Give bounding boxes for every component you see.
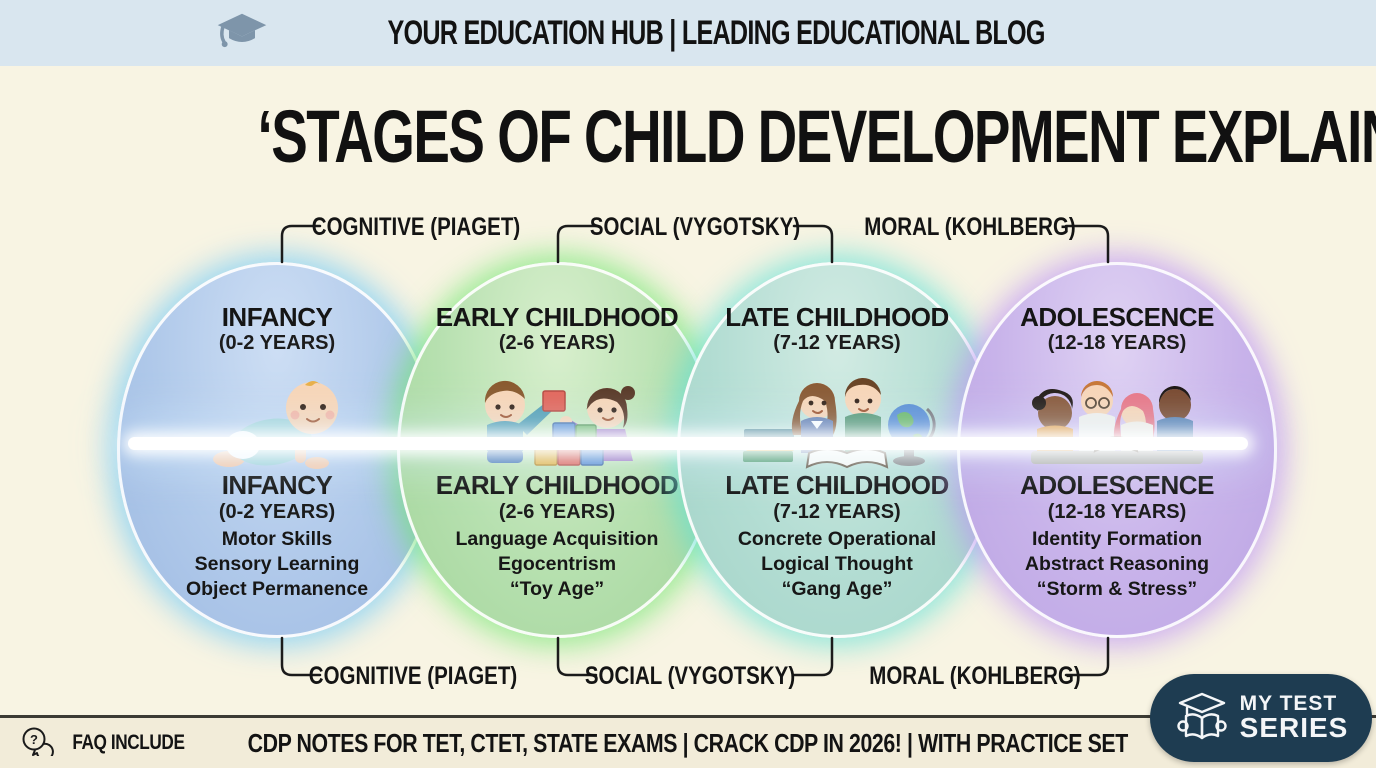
svg-text:?: ? <box>30 732 38 747</box>
stage-name: INFANCY <box>221 470 333 500</box>
stage-years: (7-12 YEARS) <box>773 500 901 523</box>
stage-bottom-text: LATE CHILDHOOD (7-12 YEARS) Concrete Ope… <box>680 470 994 602</box>
brand-text: MY TEST SERIES <box>1239 692 1349 744</box>
theory-label-top-social: SOCIAL (VYGOTSKY) <box>589 213 801 241</box>
stage-name: LATE CHILDHOOD <box>725 470 949 500</box>
header-bar: YOUR EDUCATION HUB | LEADING EDUCATIONAL… <box>0 0 1376 66</box>
stage-name: ADOLESCENCE <box>1020 302 1214 332</box>
timeline-glow-band <box>128 437 1248 450</box>
stage-years: (12-18 YEARS) <box>1047 332 1187 355</box>
page-title: ‘STAGES OF CHILD DEVELOPMENT EXPLAINED F… <box>257 95 1376 178</box>
faq-label: FAQ INCLUDE <box>72 731 185 754</box>
stage-traits: Identity Formation Abstract Reasoning “S… <box>1024 528 1210 601</box>
stage-name: INFANCY <box>221 302 333 332</box>
main-area: ‘STAGES OF CHILD DEVELOPMENT EXPLAINED F… <box>0 66 1376 715</box>
stage-circle-adolescence: ADOLESCENCE (12-18 YEARS) <box>957 262 1277 638</box>
stage-name: EARLY CHILDHOOD <box>435 470 679 500</box>
theory-label-top-cognitive: COGNITIVE (PIAGET) <box>311 213 521 241</box>
stage-years: (0-2 YEARS) <box>218 332 336 355</box>
stage-top-text: ADOLESCENCE (12-18 YEARS) <box>960 302 1274 355</box>
theory-label-bottom-social: SOCIAL (VYGOTSKY) <box>584 662 796 690</box>
stage-years: (2-6 YEARS) <box>498 332 616 355</box>
stage-name: LATE CHILDHOOD <box>725 302 949 332</box>
stage-years: (2-6 YEARS) <box>498 500 616 523</box>
stage-years: (0-2 YEARS) <box>218 500 336 523</box>
stage-bottom-text: EARLY CHILDHOOD (2-6 YEARS) Language Acq… <box>400 470 714 602</box>
book-graduation-cap-icon <box>1174 690 1230 747</box>
stage-top-text: INFANCY (0-2 YEARS) <box>120 302 434 355</box>
stage-bottom-text: INFANCY (0-2 YEARS) Motor Skills Sensory… <box>120 470 434 602</box>
stage-traits: Concrete Operational Logical Thought “Ga… <box>737 528 937 601</box>
stage-name: ADOLESCENCE <box>1020 470 1214 500</box>
stage-top-text: EARLY CHILDHOOD (2-6 YEARS) <box>400 302 714 355</box>
graduation-cap-icon <box>216 9 268 60</box>
bracket-connector-lines <box>280 224 1110 677</box>
teenagers-group-study-illustration <box>1017 363 1217 473</box>
theory-label-bottom-moral: MORAL (KOHLBERG) <box>869 662 1081 690</box>
brand-badge-my-test-series: MY TEST SERIES <box>1150 674 1372 762</box>
stage-traits: Language Acquisition Egocentrism “Toy Ag… <box>455 528 659 601</box>
footer-banner-text: CDP NOTES FOR TET, CTET, STATE EXAMS | C… <box>247 727 1129 758</box>
footer-bar: CDP NOTES FOR TET, CTET, STATE EXAMS | C… <box>0 715 1376 768</box>
theory-label-top-moral: MORAL (KOHLBERG) <box>864 213 1076 241</box>
site-title: YOUR EDUCATION HUB | LEADING EDUCATIONAL… <box>387 13 1045 52</box>
faq-question-icon: ? <box>20 726 54 761</box>
theory-label-bottom-cognitive: COGNITIVE (PIAGET) <box>308 662 518 690</box>
faq-badge: ? FAQ INCLUDE <box>20 718 197 768</box>
stage-top-text: LATE CHILDHOOD (7-12 YEARS) <box>680 302 994 355</box>
stage-years: (12-18 YEARS) <box>1047 500 1187 523</box>
stage-circle-early-childhood: EARLY CHILDHOOD (2-6 YEARS) <box>397 262 717 638</box>
stage-name: EARLY CHILDHOOD <box>435 302 679 332</box>
stage-years: (7-12 YEARS) <box>773 332 901 355</box>
stage-bottom-text: ADOLESCENCE (12-18 YEARS) Identity Forma… <box>960 470 1274 602</box>
stage-traits: Motor Skills Sensory Learning Object Per… <box>185 528 369 601</box>
